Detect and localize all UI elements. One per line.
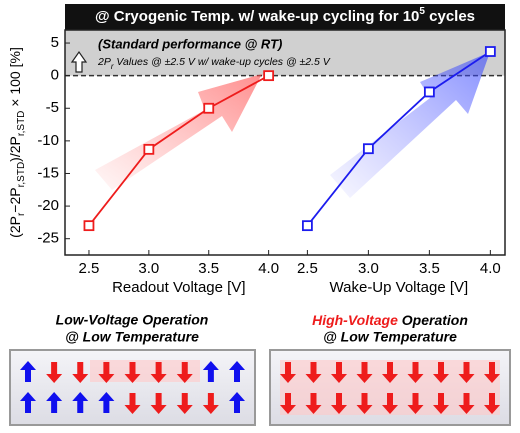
- down-dipole: [407, 393, 424, 414]
- x-tick-label: 3.0: [138, 260, 159, 277]
- diagram-title: @ Low Temperature: [65, 329, 199, 345]
- down-dipole: [458, 362, 475, 383]
- data-point: [203, 102, 215, 114]
- x-tick-label: 2.5: [297, 260, 318, 277]
- y-tick-label: -15: [37, 164, 59, 181]
- diagram-title: Low-Voltage Operation: [56, 312, 209, 328]
- down-dipole: [433, 362, 449, 383]
- y-label-part: r: [16, 212, 27, 216]
- data-point: [143, 143, 155, 155]
- down-dipole: [280, 393, 296, 414]
- down-dipole: [46, 362, 63, 383]
- down-dipole: [176, 393, 193, 414]
- down-dipole: [280, 362, 296, 383]
- y-axis-label: (2Pr−2Pr,STD)/2Pr,STD × 100 [%]: [7, 47, 27, 238]
- y-tick-label: -5: [46, 99, 59, 116]
- y-label-part: )/2P: [7, 136, 23, 162]
- up-dipole: [46, 392, 63, 413]
- y-label-part: (2P: [7, 216, 23, 238]
- down-dipole: [382, 362, 398, 383]
- down-dipole: [484, 362, 500, 383]
- up-dipole: [229, 392, 245, 413]
- annotation-part: Values @ ±2.5 V w/ wake-up cycles @ ±2.5…: [114, 56, 331, 68]
- down-dipole: [150, 393, 167, 414]
- annotation-text: 2Pr Values @ ±2.5 V w/ wake-up cycles @ …: [97, 56, 331, 71]
- x-axis-label: Readout Voltage [V]: [112, 279, 245, 296]
- data-point: [301, 220, 313, 232]
- up-dipole: [98, 392, 115, 413]
- down-dipole: [176, 362, 193, 383]
- down-dipole: [484, 393, 500, 414]
- down-dipole: [331, 362, 347, 383]
- trend-arrow: [330, 52, 490, 198]
- up-dipole: [229, 361, 245, 382]
- y-tick-label: -25: [37, 230, 59, 247]
- down-dipole: [305, 362, 322, 383]
- down-dipole: [124, 393, 141, 414]
- up-dipole: [20, 392, 36, 413]
- up-dipole: [20, 361, 36, 382]
- x-tick-label: 4.0: [480, 260, 501, 277]
- down-dipole: [72, 362, 89, 383]
- data-line: [88, 74, 270, 227]
- data-point: [263, 70, 275, 82]
- y-label-part: r,STD: [16, 162, 27, 188]
- banner-part: @ Cryogenic Temp. w/ wake-up cycling for…: [95, 8, 419, 25]
- y-tick-label: 0: [51, 67, 59, 84]
- down-dipole: [433, 393, 449, 414]
- annotation-part: 2P: [97, 56, 111, 68]
- y-label-part: r,STD: [16, 111, 27, 137]
- down-dipole: [356, 393, 373, 414]
- trend-arrow: [95, 74, 262, 190]
- down-dipole: [124, 362, 141, 383]
- banner-part: cycles: [425, 8, 475, 25]
- up-dipole: [202, 361, 219, 382]
- down-dipole: [356, 362, 373, 383]
- down-dipole: [98, 362, 115, 383]
- annotation-part: r: [111, 62, 114, 71]
- data-point: [362, 143, 374, 155]
- reference-band: [65, 30, 505, 76]
- up-arrow-icon: [70, 50, 88, 73]
- y-label-part: × 100 [%]: [7, 47, 23, 110]
- down-dipole: [382, 393, 398, 414]
- data-point: [83, 220, 95, 232]
- x-axis-label: Wake-Up Voltage [V]: [330, 279, 469, 296]
- diagram-title-part: Operation: [398, 312, 468, 328]
- down-dipole: [407, 362, 424, 383]
- down-dipole: [305, 393, 322, 414]
- y-tick-label: 5: [51, 34, 59, 51]
- down-dipole: [331, 393, 347, 414]
- plot: (Standard performance @ RT)2Pr Values @ …: [7, 29, 506, 296]
- up-dipole: [72, 392, 89, 413]
- banner: [65, 4, 505, 30]
- y-tick-label: -10: [37, 132, 59, 149]
- highlight-text: High-Voltage: [312, 312, 398, 328]
- data-point: [484, 46, 496, 57]
- x-tick-label: 4.0: [258, 260, 279, 277]
- down-dipole: [458, 393, 475, 414]
- data-line: [306, 50, 491, 227]
- x-tick-label: 3.0: [358, 260, 379, 277]
- annotation-title: (Standard performance @ RT): [98, 36, 282, 51]
- y-label-part: −2P: [7, 187, 23, 212]
- y-tick-label: -20: [37, 197, 59, 214]
- data-point: [423, 86, 435, 98]
- diagram-title: High-Voltage Operation: [312, 312, 468, 328]
- x-tick-label: 3.5: [198, 260, 219, 277]
- diagram-title: @ Low Temperature: [323, 329, 457, 345]
- highlight-band: [90, 360, 200, 382]
- down-dipole: [202, 393, 219, 414]
- banner-text: @ Cryogenic Temp. w/ wake-up cycling for…: [95, 6, 475, 25]
- frame: [64, 29, 506, 256]
- down-dipole: [150, 362, 167, 383]
- x-tick-label: 2.5: [79, 260, 100, 277]
- x-tick-label: 3.5: [419, 260, 440, 277]
- dipoles: [20, 361, 500, 414]
- banner-part: 5: [419, 6, 425, 17]
